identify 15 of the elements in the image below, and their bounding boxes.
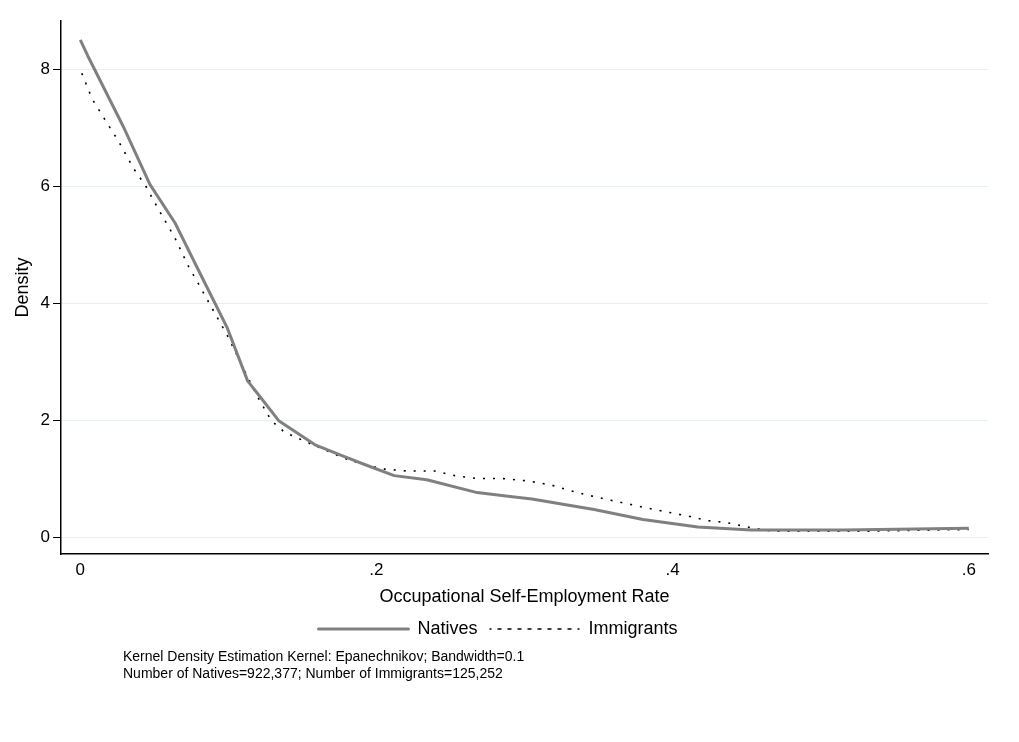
y-tick-label: 6 (40, 176, 51, 196)
text: Kernel Density Estimation Kernel: Epanechnikov; Bandwidth=0.1 (123, 648, 526, 665)
x-axis-title: Occupational Self-Employment Rate (379, 586, 670, 607)
legend-label: Immigrants (588, 617, 678, 638)
text: Number of Natives=922,377; Number of Immigrants=125,252 (123, 665, 504, 682)
x-tick-label: .6 (961, 559, 976, 579)
x-tick-label: .2 (369, 559, 384, 579)
y-tick-label: 8 (40, 59, 51, 79)
x-tick-label: 0 (75, 559, 86, 579)
x-tick-label: .4 (665, 559, 680, 579)
y-axis-title: Density (11, 257, 32, 318)
y-tick-label: 2 (40, 410, 51, 430)
y-tick-label: 4 (40, 293, 51, 313)
legend-label: Natives (417, 617, 478, 638)
y-tick-label: 0 (40, 527, 51, 547)
